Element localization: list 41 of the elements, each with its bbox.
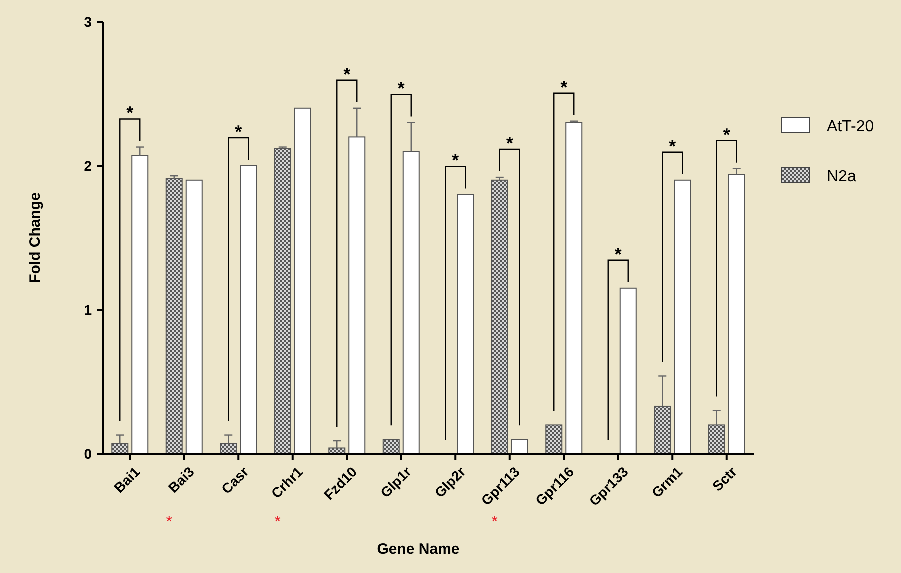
y-tick-label: 0 <box>84 446 92 462</box>
bar <box>166 178 183 454</box>
legend-label: AtT-20 <box>827 118 874 136</box>
text: * <box>166 514 172 531</box>
x-tick-label: Sctr <box>709 463 740 494</box>
bar <box>402 151 420 454</box>
annotation: * <box>452 150 460 171</box>
bar <box>294 108 312 454</box>
bar <box>457 194 474 454</box>
x-axis-title: Gene Name <box>377 541 460 558</box>
annotation: * <box>235 122 242 142</box>
bar <box>708 424 726 454</box>
bar <box>546 424 563 454</box>
y-tick-label: 3 <box>84 14 92 30</box>
bar <box>132 155 149 454</box>
bar <box>728 174 746 454</box>
y-tick-label: 2 <box>84 158 92 174</box>
annotation: * <box>344 64 351 84</box>
legend-label: N2a <box>827 168 856 186</box>
annotation: * <box>723 124 730 145</box>
bar <box>186 180 203 454</box>
text: * <box>274 514 281 531</box>
y-tick-label: 1 <box>84 302 92 318</box>
annotation: * <box>126 103 134 124</box>
bar <box>274 148 292 454</box>
annotation: * <box>614 244 622 264</box>
annotation: * <box>506 133 514 154</box>
bar <box>654 406 672 454</box>
bar <box>240 166 258 454</box>
annotation: * <box>560 77 568 98</box>
bar <box>511 439 528 454</box>
annotation: * <box>669 136 676 156</box>
bar <box>674 180 692 454</box>
bar <box>491 180 508 454</box>
annotation: * <box>398 78 405 99</box>
bar <box>620 288 637 454</box>
y-axis-title: Fold Change <box>27 192 44 284</box>
bar <box>566 122 583 454</box>
text: * <box>492 514 498 531</box>
bar <box>382 439 400 454</box>
bar <box>348 136 366 454</box>
